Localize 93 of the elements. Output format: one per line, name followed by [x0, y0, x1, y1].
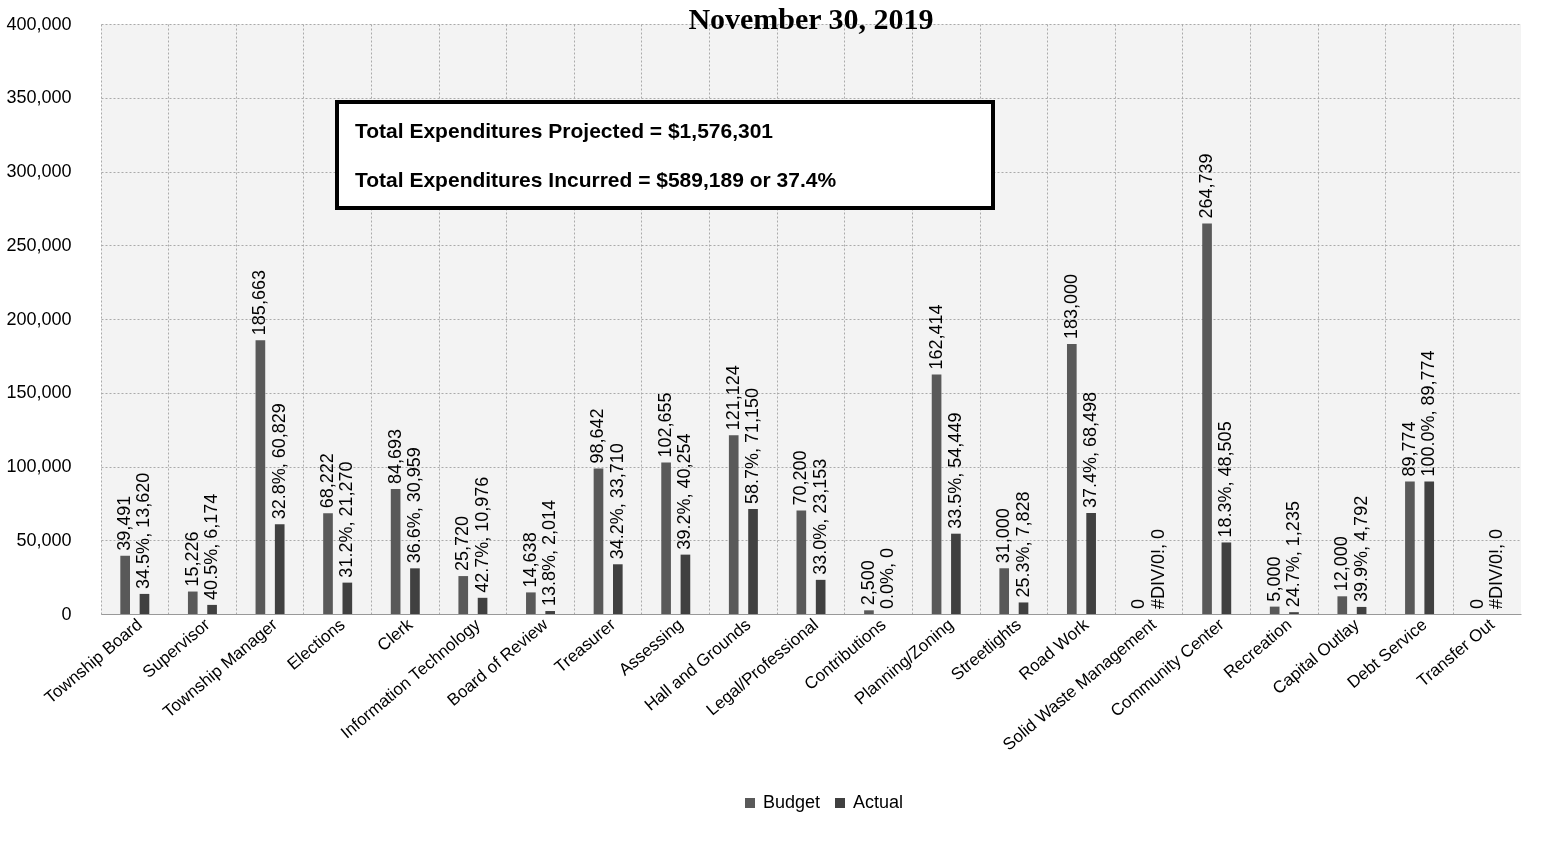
bar: [120, 555, 130, 614]
bar: [545, 611, 556, 614]
data-label: 33.0%, 23,153: [809, 458, 830, 575]
bar: [187, 591, 198, 614]
bar: [1221, 542, 1232, 614]
data-label: 24.7%, 1,235: [1282, 501, 1303, 608]
data-label: 42.7%, 10,976: [471, 476, 492, 593]
bar: [207, 604, 217, 614]
bar: [1202, 223, 1212, 614]
bar: [1086, 512, 1096, 614]
data-label: 34.2%, 33,710: [606, 443, 627, 560]
bar: [661, 462, 671, 614]
data-label: 70,200: [790, 450, 811, 506]
text-box: Total Expenditures Projected = $1,576,301 Total Expenditures Incurred = $589,189 or 37.4%: [335, 100, 995, 211]
data-label: 0: [1466, 598, 1487, 609]
y-tick-label: 200,000: [6, 308, 72, 329]
bar: [728, 435, 739, 614]
legend-label: Actual: [853, 792, 904, 812]
bar: [1066, 344, 1077, 614]
bar: [931, 374, 942, 614]
data-label: 36.6%, 30,959: [403, 447, 424, 564]
data-label: 31.2%, 21,270: [336, 461, 357, 578]
bar: [1356, 606, 1367, 614]
data-label: 39.9%, 4,792: [1350, 495, 1371, 602]
bar: [612, 564, 623, 614]
data-label: 32.8%, 60,829: [268, 403, 289, 520]
data-label: 25.3%, 7,828: [1012, 491, 1033, 598]
bar: [526, 592, 536, 614]
data-label: 37.4%, 68,498: [1080, 391, 1101, 508]
data-label: 14,638: [519, 532, 540, 588]
y-tick-label: 150,000: [6, 382, 72, 403]
y-tick-label: 400,000: [6, 13, 72, 34]
data-label: 2,500: [857, 560, 878, 606]
data-label: 68,222: [317, 453, 338, 509]
y-tick-label: 350,000: [6, 87, 72, 108]
bar: [1405, 481, 1415, 614]
bar: [951, 533, 961, 614]
bar: [477, 597, 488, 614]
bar: [1269, 606, 1280, 614]
data-label: 15,226: [181, 531, 202, 587]
y-tick-label: 250,000: [6, 234, 72, 255]
data-label: 18.3%, 48,505: [1215, 421, 1236, 538]
data-label: 102,655: [655, 392, 676, 458]
data-label: 185,663: [249, 270, 270, 336]
data-label: 40.5%, 6,174: [201, 493, 222, 600]
bar: [796, 510, 807, 614]
data-label: 58.7%, 71,150: [742, 387, 763, 505]
bar: [390, 489, 401, 614]
bar: [1424, 481, 1435, 614]
bar: [1018, 602, 1029, 614]
data-label: 121,124: [722, 365, 743, 431]
bar: [680, 554, 691, 614]
bar: [139, 593, 150, 614]
data-label: 0: [1128, 598, 1149, 609]
bar: [815, 579, 826, 614]
legend-label: Budget: [763, 792, 821, 812]
data-label: 39,491: [114, 495, 135, 551]
data-label: 39.2%, 40,254: [674, 433, 695, 550]
bar: [593, 468, 604, 614]
data-label: 264,739: [1196, 153, 1217, 219]
bar: [274, 524, 285, 614]
bar: [458, 576, 469, 614]
data-label: 100.0%, 89,774: [1418, 350, 1439, 477]
data-label: 25,720: [452, 516, 473, 572]
bar: [999, 568, 1010, 614]
data-label: 33.5%, 54,449: [944, 412, 965, 529]
data-label: 84,693: [384, 429, 405, 485]
bar: [410, 568, 420, 614]
data-label: 13.8%, 2,014: [539, 499, 560, 607]
annotation: Total Expenditures Incurred = $589,189 or 37.4%: [355, 167, 838, 193]
bar: [342, 582, 353, 614]
data-label: 183,000: [1060, 274, 1081, 340]
data-label: 5,000: [1263, 556, 1284, 602]
bar: [323, 513, 333, 614]
y-tick-label: 100,000: [6, 456, 72, 476]
data-label: 31,000: [993, 508, 1014, 564]
bar: [255, 340, 266, 614]
y-tick-label: 300,000: [6, 161, 72, 181]
data-label: #DIV/0!, 0: [1147, 528, 1168, 609]
data-label: 98,642: [587, 408, 608, 464]
bar: [1337, 596, 1348, 614]
y-tick-label: 50,000: [16, 529, 72, 550]
chart-title: November 30, 2019: [688, 2, 934, 35]
annotation: Total Expenditures Projected = $1,576,301: [355, 118, 775, 144]
data-label: #DIV/0!, 0: [1485, 528, 1506, 609]
data-label: 0.0%, 0: [877, 547, 898, 609]
bar: [748, 509, 758, 614]
data-label: 162,414: [925, 304, 946, 370]
data-label: 12,000: [1331, 536, 1352, 592]
data-label: 89,774: [1398, 421, 1419, 477]
data-label: 34.5%, 13,620: [133, 472, 154, 589]
y-tick-label: 0: [61, 603, 72, 624]
bar: [864, 610, 874, 614]
